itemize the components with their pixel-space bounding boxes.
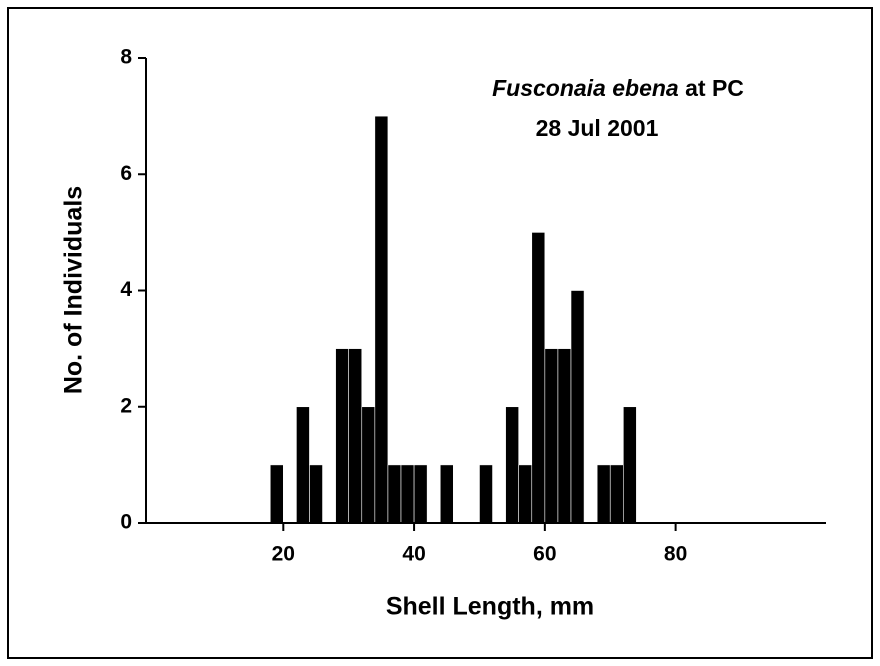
y-tick-label: 2 xyxy=(120,394,132,417)
bar xyxy=(296,406,310,524)
bar xyxy=(518,464,533,524)
bar xyxy=(374,115,389,524)
x-axis-title: Shell Length, mm xyxy=(386,593,594,621)
bar xyxy=(309,464,323,524)
bar xyxy=(400,464,415,524)
chart-title: Fusconaia ebena at PC xyxy=(492,75,744,101)
bar xyxy=(348,348,363,524)
y-tick-label: 0 xyxy=(120,511,132,534)
bar xyxy=(361,406,376,524)
frame xyxy=(7,7,873,659)
x-tick-label: 80 xyxy=(664,543,687,566)
bar xyxy=(335,348,349,524)
y-tick-label: 6 xyxy=(120,162,132,185)
y-tick-label: 4 xyxy=(120,278,132,301)
title-species: Fusconaia ebena xyxy=(492,75,679,101)
bar xyxy=(596,464,611,524)
y-tick-label: 8 xyxy=(120,46,132,69)
bar xyxy=(531,232,546,524)
x-tick-label: 20 xyxy=(272,543,295,566)
bar xyxy=(269,464,284,524)
x-tick-label: 40 xyxy=(402,543,425,566)
bar xyxy=(439,464,454,524)
y-axis-title: No. of Individuals xyxy=(60,186,88,394)
title-site: at PC xyxy=(685,75,744,101)
bar xyxy=(544,348,559,524)
bar xyxy=(479,464,493,524)
bar xyxy=(570,290,585,524)
bar xyxy=(623,406,637,524)
bar xyxy=(505,406,519,524)
bar xyxy=(413,464,428,524)
bar xyxy=(387,464,402,524)
bar xyxy=(557,348,572,524)
x-tick-label: 60 xyxy=(533,543,556,566)
chart-subtitle: 28 Jul 2001 xyxy=(536,115,659,141)
bar xyxy=(609,464,624,524)
